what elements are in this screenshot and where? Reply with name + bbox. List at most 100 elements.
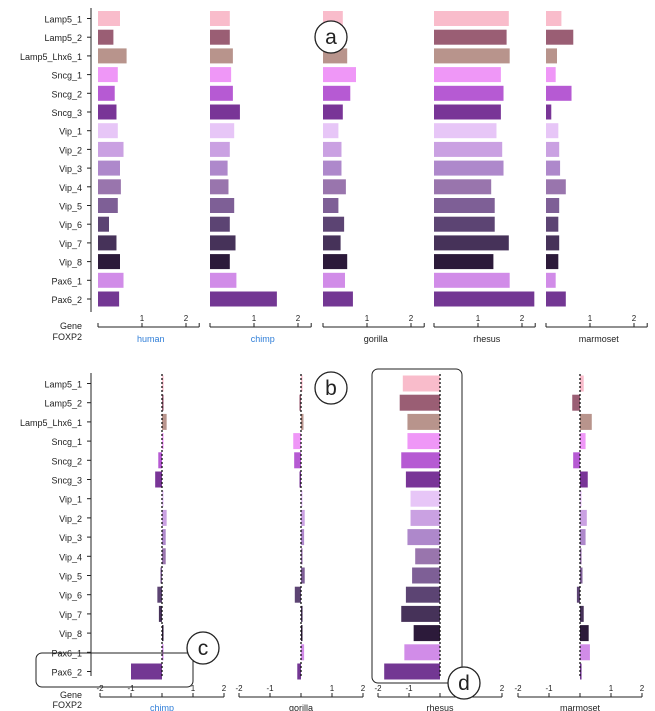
panel-a-bar-marmoset-vip-1 [546, 123, 559, 139]
panel-a-bar-human-sncg-1 [98, 67, 118, 83]
panel-a-bar-marmoset-sncg-1 [546, 67, 556, 83]
panel-b-bar-marmoset-vip-6 [576, 586, 580, 603]
annotation-circle-c [186, 631, 220, 665]
panel-a-x-tick-label: 2 [409, 314, 414, 323]
panel-a-bar-human-vip-1 [98, 123, 118, 139]
panel-b-row-label-vip-7: Vip_7 [59, 610, 82, 620]
panel-a-row-label-lamp5-lhx6-1: Lamp5_Lhx6_1 [20, 52, 82, 62]
panel-a-bar-rhesus-pax6-1 [434, 272, 510, 288]
panel-a-bar-human-lamp5-1 [98, 11, 120, 26]
panel-b-bar-chimp-vip-2 [162, 509, 167, 526]
panel-b-bar-marmoset-lamp5-2 [572, 394, 580, 411]
panel-b-bar-gorilla-lamp5-lhx6-1 [301, 413, 304, 430]
panel-b-bar-gorilla-pax6-1 [301, 644, 305, 661]
panel-b-bar-marmoset-vip-8 [580, 625, 589, 642]
panel-a-bar-marmoset-vip-5 [546, 198, 560, 213]
panel-b-species-label-chimp: chimp [150, 703, 174, 711]
panel-b-x-tick-label: -2 [96, 684, 104, 693]
panel-a-row-label-vip-5: Vip_5 [59, 202, 82, 212]
panel-a-bar-human-lamp5-lhx6-1 [98, 48, 127, 64]
panel-a-bar-chimp-vip-2 [210, 141, 230, 157]
panel-b-x-tick-label: -2 [374, 684, 382, 693]
panel-b-bar-rhesus-vip-3 [407, 529, 440, 546]
panel-b-bar-marmoset-pax6-1 [580, 644, 590, 661]
panel-b-bar-chimp-sncg-1 [162, 433, 164, 450]
highlight-box-d [371, 368, 463, 684]
panel-b-bar-gorilla-vip-1 [301, 490, 303, 507]
panel-a-bar-chimp-vip-8 [210, 254, 230, 270]
panel-a-bar-chimp-lamp5-2 [210, 29, 230, 45]
panel-b-bar-chimp-lamp5-1 [162, 375, 164, 392]
panel-b-bar-rhesus-vip-5 [412, 567, 440, 584]
panel-a-bar-chimp-sncg-3 [210, 104, 240, 120]
panel-a-bar-human-vip-6 [98, 216, 109, 232]
panel-b-bar-rhesus-vip-7 [401, 605, 440, 622]
panel-b-row-label-lamp5-1: Lamp5_1 [44, 380, 82, 390]
panel-b-species-label-marmoset: marmoset [560, 703, 601, 711]
panel-b-bar-gorilla-sncg-3 [299, 471, 301, 488]
panel-b-row-label-pax6-2: Pax6_2 [51, 668, 82, 678]
panel-b-bar-marmoset-sncg-1 [580, 433, 586, 450]
panel-a-bar-human-vip-7 [98, 235, 117, 251]
panel-b-row-label-vip-1: Vip_1 [59, 495, 82, 505]
panel-a-row-label-vip-6: Vip_6 [59, 220, 82, 230]
highlight-box-c [35, 652, 194, 688]
panel-a-row-label-vip-2: Vip_2 [59, 145, 82, 155]
panel-a-row-label-sncg-1: Sncg_1 [51, 71, 82, 81]
panel-b-bar-rhesus-pax6-2 [384, 663, 440, 680]
panel-a-bar-rhesus-vip-8 [434, 254, 494, 270]
panel-a-bar-human-lamp5-2 [98, 29, 114, 45]
panel-a-bar-rhesus-vip-5 [434, 198, 495, 213]
panel-a-bar-human-pax6-2 [98, 291, 120, 307]
panel-b-x-tick-label: -1 [545, 684, 553, 693]
panel-b-bar-marmoset-vip-2 [580, 509, 587, 526]
panel-a-bar-human-vip-5 [98, 198, 118, 213]
annotation-circle-a [314, 20, 348, 54]
panel-a-x-tick-label: 2 [632, 314, 637, 323]
panel-a-bar-marmoset-vip-6 [546, 216, 559, 232]
panel-b-row-label-vip-8: Vip_8 [59, 629, 82, 639]
panel-b-bar-chimp-vip-1 [162, 490, 164, 507]
panel-a-bar-human-vip-4 [98, 179, 121, 195]
panel-b-x-tick-label: 2 [222, 684, 227, 693]
panel-a-y-label: Gene [60, 321, 82, 331]
panel-a-bar-human-vip-2 [98, 141, 124, 157]
panel-b-x-tick-label: -2 [235, 684, 243, 693]
panel-b-bar-gorilla-sncg-1 [293, 433, 301, 450]
panel-a-bar-marmoset-lamp5-1 [546, 11, 562, 26]
panel-b-row-label-sncg-2: Sncg_2 [51, 456, 82, 466]
panel-b-row-label-vip-4: Vip_4 [59, 552, 82, 562]
panel-a-bar-human-pax6-1 [98, 272, 124, 288]
panel-a-bar-gorilla-vip-7 [323, 235, 341, 251]
panel-a-bar-rhesus-sncg-1 [434, 67, 501, 83]
panel-a-bar-rhesus-lamp5-1 [434, 11, 509, 26]
panel-a-x-label: FOXP2 [52, 332, 82, 342]
panel-b-bar-gorilla-vip-4 [301, 548, 303, 565]
panel-b-bar-gorilla-sncg-2 [294, 452, 301, 469]
panel-a-bar-chimp-vip-3 [210, 160, 228, 176]
panel-b-row-label-lamp5-lhx6-1: Lamp5_Lhx6_1 [20, 418, 82, 428]
panel-b-bar-marmoset-vip-1 [580, 490, 582, 507]
panel-b-bar-rhesus-vip-1 [410, 490, 440, 507]
panel-a-row-label-lamp5-1: Lamp5_1 [44, 15, 82, 25]
panel-a-bar-chimp-pax6-1 [210, 272, 237, 288]
panel-b-bar-gorilla-vip-6 [294, 586, 301, 603]
panel-a-bar-gorilla-vip-3 [323, 160, 342, 176]
panel-a-bar-rhesus-pax6-2 [434, 291, 535, 307]
panel-b-x-tick-label: -1 [266, 684, 274, 693]
panel-b-bar-rhesus-lamp5-2 [399, 394, 440, 411]
panel-a-x-tick-label: 1 [140, 314, 145, 323]
panel-b-bar-chimp-vip-7 [158, 605, 162, 622]
panel-a-bar-gorilla-vip-5 [323, 198, 339, 213]
panel-a-bar-rhesus-vip-4 [434, 179, 492, 195]
panel-a-x-tick-label: 1 [365, 314, 370, 323]
panel-b-bar-rhesus-lamp5-1 [402, 375, 440, 392]
panel-a-bar-chimp-lamp5-lhx6-1 [210, 48, 233, 64]
panel-a-bar-gorilla-vip-2 [323, 141, 342, 157]
panel-b-row-label-sncg-1: Sncg_1 [51, 437, 82, 447]
panel-a-row-label-pax6-1: Pax6_1 [51, 276, 82, 286]
panel-a-bar-gorilla-vip-4 [323, 179, 346, 195]
panel-a-row-label-vip-8: Vip_8 [59, 258, 82, 268]
panel-a-bar-rhesus-vip-1 [434, 123, 497, 139]
